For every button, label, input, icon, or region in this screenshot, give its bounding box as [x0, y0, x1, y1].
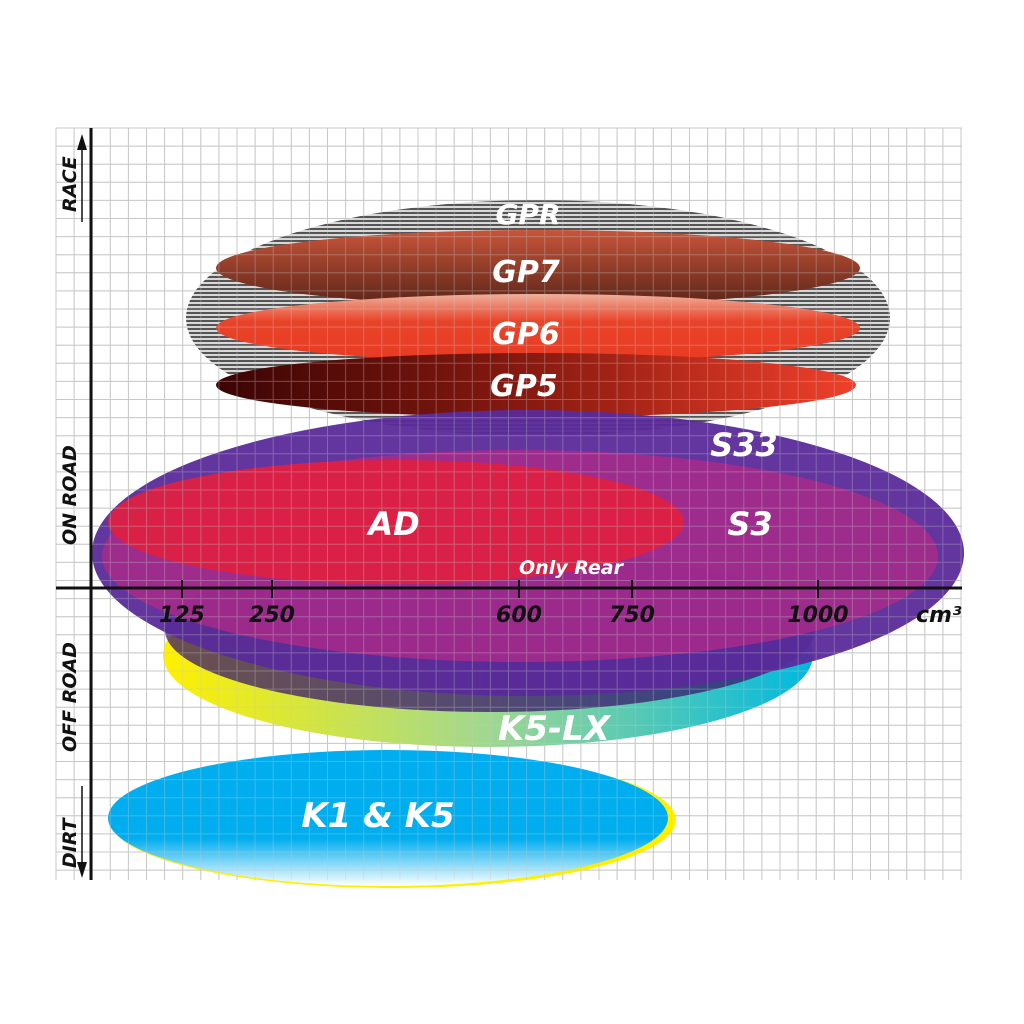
label-gp6: GP6 [492, 317, 560, 352]
region-k1k5 [108, 750, 676, 888]
label-k1k5: K1 & K5 [301, 796, 454, 836]
region-gp7 [216, 230, 860, 306]
dirt-arrow-icon [77, 786, 87, 878]
label-gpr: GPR [495, 198, 560, 231]
race-arrow-icon [77, 134, 87, 222]
y-label-dirt: DIRT [59, 816, 81, 868]
x-ticks: 125 250 600 750 1000 [159, 580, 849, 628]
y-label-on-road: ON ROAD [59, 445, 81, 545]
label-s33: S33 [710, 426, 778, 464]
x-tick-label: 600 [496, 603, 542, 628]
label-gp5: GP5 [490, 369, 558, 404]
label-ad: AD [365, 505, 419, 543]
label-only-rear: Only Rear [519, 557, 625, 579]
x-tick-label: 125 [159, 603, 205, 628]
label-s3: S3 [727, 505, 772, 543]
grid-overlay [55, 127, 962, 880]
region-ad [108, 460, 684, 584]
y-label-off-road: OFF ROAD [59, 642, 81, 752]
region-gp5 [216, 353, 856, 417]
x-tick-label: 1000 [787, 603, 848, 628]
region-gp6 [216, 294, 860, 362]
x-tick-label: 750 [609, 603, 655, 628]
label-k5lx: K5-LX [498, 709, 612, 749]
label-gp7: GP7 [492, 255, 560, 290]
y-label-race: RACE [59, 156, 81, 212]
x-unit-label: cm³ [916, 603, 962, 628]
x-tick-label: 250 [249, 603, 295, 628]
